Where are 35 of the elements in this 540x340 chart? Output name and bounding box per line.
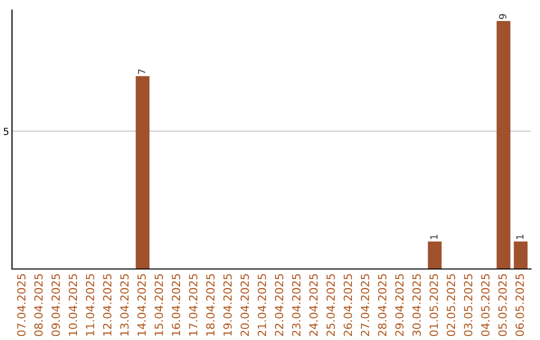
- x-tick-label: 03.05.2025: [464, 274, 472, 336]
- x-tick-label: 11.04.2025: [86, 274, 94, 336]
- x-tick-label: 10.04.2025: [68, 274, 78, 336]
- x-tick-label: 26.04.2025: [344, 274, 352, 336]
- x-tick-label: 29.04.2025: [395, 274, 404, 336]
- x-tick-label: 28.04.2025: [378, 274, 386, 336]
- x-tick-label: 14.04.2025: [137, 274, 146, 336]
- x-tick-label: 22.04.2025: [274, 274, 284, 336]
- x-tick-label: 30.04.2025: [412, 274, 421, 336]
- x-tick-label: 02.05.2025: [446, 274, 456, 336]
- x-tick-label: 13.04.2025: [120, 274, 129, 336]
- x-tick-label: 21.04.2025: [258, 274, 266, 336]
- data-label: 9: [498, 14, 506, 20]
- x-tick-label: 20.04.2025: [240, 274, 249, 336]
- x-tick-label: 01.05.2025: [430, 274, 438, 336]
- x-tick-label: 19.04.2025: [223, 274, 232, 336]
- x-tick-label: 23.04.2025: [292, 274, 300, 336]
- y-tick-label: 5: [4, 128, 8, 136]
- x-tick-label: 12.04.2025: [103, 274, 112, 336]
- data-label: 1: [430, 234, 438, 239]
- x-tick-label: 04.05.2025: [481, 274, 490, 336]
- x-tick-label: 15.04.2025: [154, 274, 164, 336]
- x-tick-label: 27.04.2025: [360, 274, 370, 336]
- x-tick-label: 07.04.2025: [17, 274, 26, 336]
- x-tick-label: 05.05.2025: [498, 274, 507, 336]
- data-label: 1: [516, 234, 524, 239]
- x-tick-label: 06.05.2025: [516, 274, 524, 336]
- x-tick-label: 09.04.2025: [52, 274, 60, 336]
- x-tick-label: 17.04.2025: [188, 274, 198, 336]
- data-label: 7: [138, 69, 146, 74]
- x-tick-label: 08.04.2025: [34, 274, 43, 336]
- x-tick-label: 24.04.2025: [309, 274, 318, 336]
- x-tick-label: 18.04.2025: [206, 274, 215, 336]
- x-tick-label: 25.04.2025: [326, 274, 335, 336]
- x-tick-label: 16.04.2025: [172, 274, 180, 336]
